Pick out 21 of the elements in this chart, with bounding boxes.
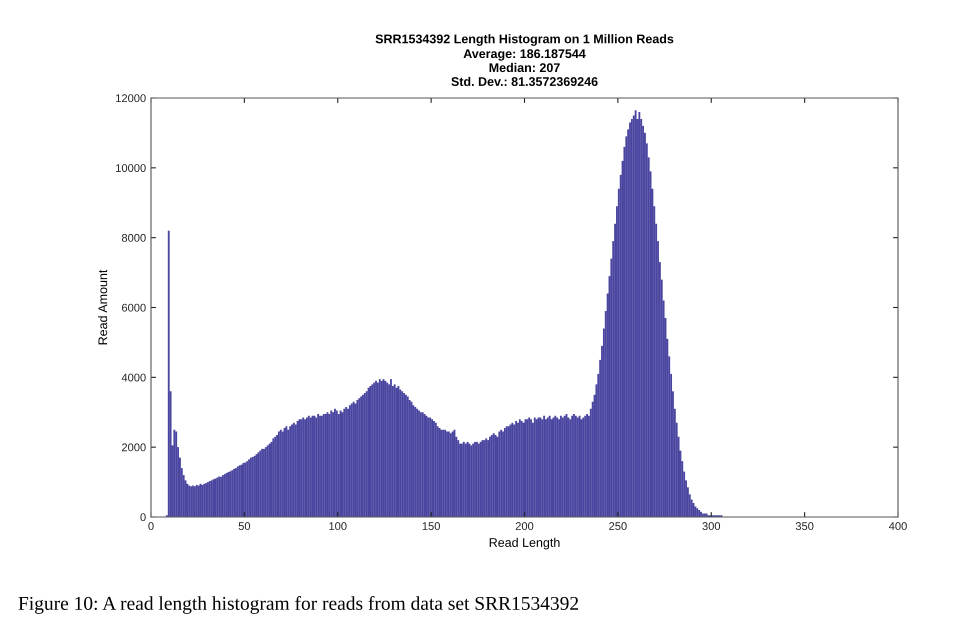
x-tick-label: 50 [238, 522, 250, 530]
x-tick-label: 300 [702, 522, 720, 530]
x-tick-label: 150 [422, 522, 440, 530]
y-tick-label: 4000 [122, 374, 146, 382]
caption: Figure 10: A read length histogram for reads from data set SRR1534392 [18, 596, 578, 614]
x-tick-label: 100 [329, 522, 347, 530]
x-axis-title: Read Length [490, 538, 560, 550]
x-tick-label: 200 [516, 522, 534, 530]
y-tick-label: 8000 [122, 234, 146, 242]
y-axis-title: Read Amount [98, 270, 108, 344]
chart-title: SRR1534392 Length Histogram on 1 Million Reads [376, 34, 674, 46]
y-tick-label: 0 [140, 513, 146, 522]
y-tick-label: 12000 [116, 94, 146, 102]
x-tick-label: 400 [888, 522, 907, 530]
y-tick-label: 6000 [122, 304, 146, 312]
y-tick-label: 2000 [122, 443, 146, 452]
x-tick-label: 250 [609, 522, 627, 530]
chart-subtitle: Average: 186.187544 Median: 207 Std. Dev.: 81.3572369246 [451, 49, 598, 86]
x-tick-label: 0 [148, 522, 154, 530]
y-tick-label: 10000 [116, 164, 146, 172]
x-tick-label: 350 [796, 522, 814, 530]
